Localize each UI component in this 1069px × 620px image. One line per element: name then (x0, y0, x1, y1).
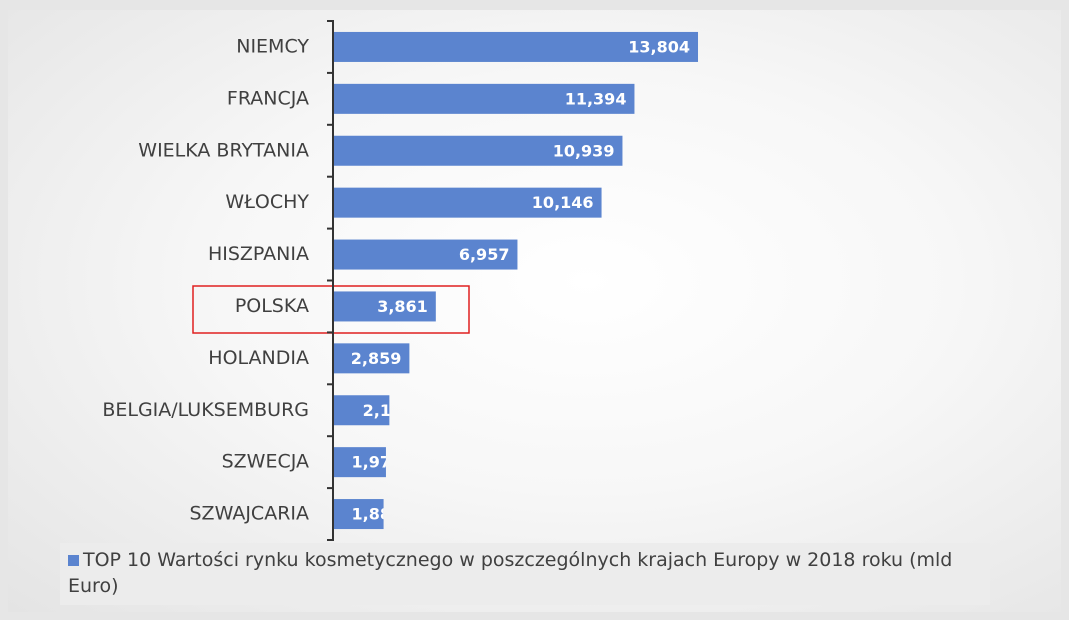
value-label: 1,97 (352, 453, 391, 472)
category-label: HOLANDIA (208, 347, 309, 369)
category-label: POLSKA (235, 295, 309, 317)
category-label: FRANCJA (227, 87, 309, 109)
category-label: NIEMCY (236, 35, 309, 57)
category-label: WŁOCHY (225, 191, 309, 213)
bar (334, 499, 384, 530)
category-label: SZWAJCARIA (190, 503, 310, 525)
value-label: 2,859 (351, 349, 402, 368)
category-label: BELGIA/LUKSEMBURG (102, 399, 309, 421)
legend: TOP 10 Wartości rynku kosmetycznego w po… (60, 543, 990, 605)
value-label: 1,88 (352, 505, 391, 524)
legend-label: TOP 10 Wartości rynku kosmetycznego w po… (68, 549, 953, 597)
bar (334, 291, 436, 322)
value-label: 3,861 (377, 297, 428, 316)
bar (334, 395, 390, 426)
legend-swatch (68, 555, 79, 566)
category-label: HISZPANIA (208, 243, 309, 265)
value-label: 13,804 (628, 37, 690, 56)
bar (334, 31, 699, 62)
bar (334, 83, 635, 114)
category-label: SZWECJA (222, 451, 309, 473)
value-label: 11,394 (565, 89, 627, 108)
category-label: WIELKA BRYTANIA (138, 139, 309, 161)
bar (334, 135, 623, 166)
bar (334, 447, 386, 478)
value-label: 6,957 (459, 245, 510, 264)
bar (334, 239, 518, 270)
value-label: 10,146 (532, 193, 594, 212)
value-label: 10,939 (553, 141, 615, 160)
bar (334, 343, 410, 374)
value-label: 2,1 (363, 401, 391, 420)
bar (334, 187, 602, 218)
